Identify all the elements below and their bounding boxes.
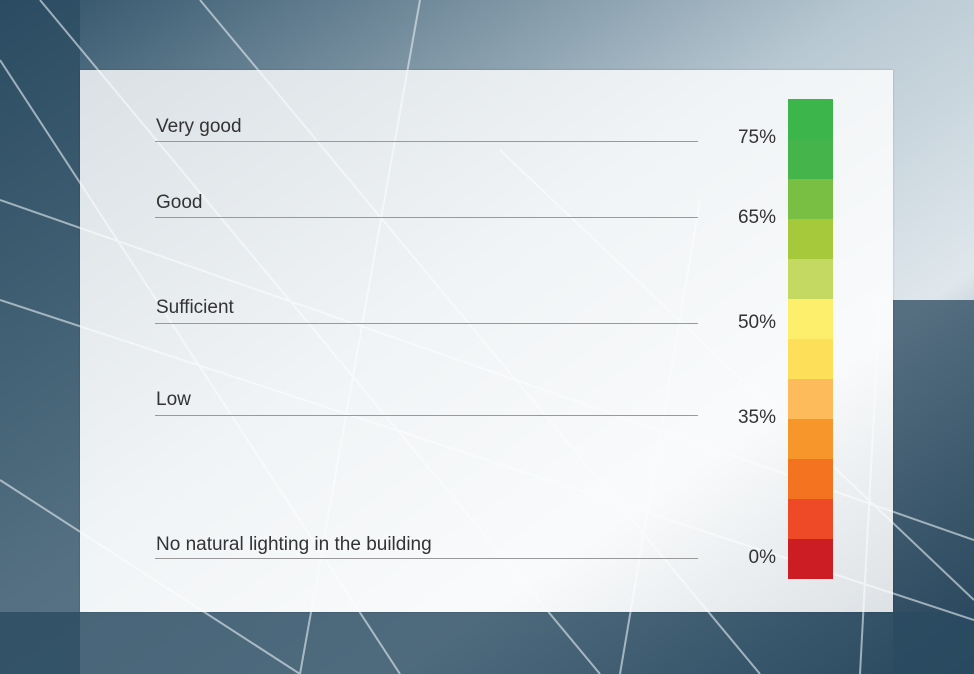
rule <box>155 217 698 218</box>
level-threshold: 0% <box>748 547 776 568</box>
scale-segment <box>788 539 833 579</box>
level-threshold: 35% <box>737 407 776 428</box>
scale-segment <box>788 379 833 419</box>
scale-segment <box>788 259 833 299</box>
scale-segment <box>788 499 833 539</box>
level-label: Low <box>156 389 191 410</box>
scale-segment <box>788 139 833 179</box>
scale-segment <box>788 339 833 379</box>
rule <box>155 323 698 324</box>
scale-segment <box>788 299 833 339</box>
color-scale <box>788 99 833 579</box>
scale-segment <box>788 179 833 219</box>
rule <box>155 141 698 142</box>
rule <box>155 415 698 416</box>
level-threshold: 50% <box>737 312 776 333</box>
scale-segment <box>788 99 833 139</box>
level-label: Good <box>156 192 203 213</box>
panel: Very good 75% Good 65% Sufficient 50% Lo… <box>80 70 893 612</box>
level-threshold: 65% <box>737 207 776 228</box>
scale-segment <box>788 419 833 459</box>
scale-segment <box>788 219 833 259</box>
scale-segment <box>788 459 833 499</box>
level-label: Very good <box>156 116 242 137</box>
rule <box>155 558 698 559</box>
level-label: No natural lighting in the building <box>156 534 432 555</box>
level-label: Sufficient <box>156 297 234 318</box>
level-threshold: 75% <box>737 127 776 148</box>
